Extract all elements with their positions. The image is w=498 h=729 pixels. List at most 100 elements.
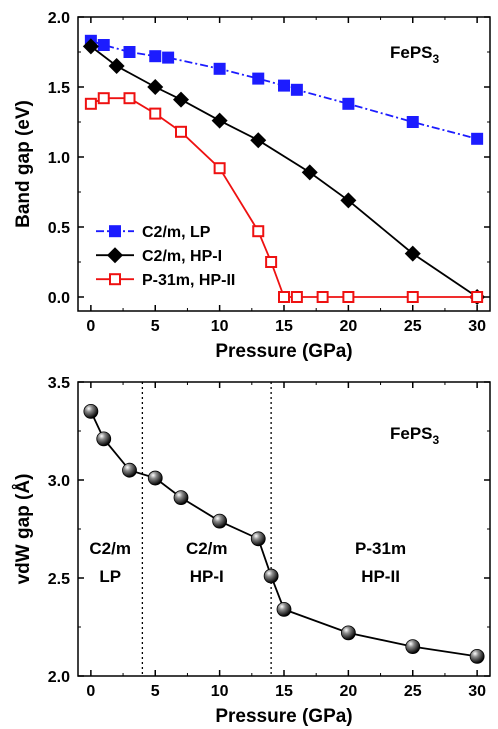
data-point [149,107,162,120]
data-point [278,79,290,92]
series [83,403,485,664]
series-line [90,97,478,298]
data-point [340,625,356,641]
data-point [162,51,175,64]
data-point [471,132,484,145]
x-axis-title: Pressure (GPa) [215,341,352,362]
data-point [175,125,187,138]
data-point [404,245,421,262]
data-point [123,92,136,105]
series [82,38,486,305]
x-tick-label: 25 [404,683,422,700]
y-tick-label: 0.0 [48,290,70,307]
compound-label: FePS3 [390,43,440,66]
data-point [405,639,421,654]
data-point [97,39,110,51]
x-tick-label: 30 [468,683,486,700]
data-point [147,470,163,486]
data-point [213,62,226,75]
data-point [316,291,329,303]
data-point [107,247,123,264]
data-point [149,50,162,63]
data-point [109,273,121,286]
data-point [173,91,189,108]
data-point [342,97,355,110]
y-tick-label: 1.5 [48,80,70,97]
series [84,34,484,145]
data-point [108,58,125,74]
y-tick-label: 0.5 [48,220,70,237]
data-point [278,291,290,303]
legend-label: P-31m, HP-II [142,272,235,289]
data-point [122,462,137,478]
data-point [123,46,136,58]
legend-item: P-31m, HP-II [96,272,235,289]
data-point [250,531,266,547]
vdw-gap-chart: 0 5 10 15 20 25 302.02.53.03.5 Pressure (GPa) … [13,375,491,727]
y-axis-title: vdW gap (Å) [13,474,34,585]
series-line [90,411,478,658]
y-tick-label: 3.5 [48,375,70,392]
data-point [265,256,278,268]
x-axis-title: Pressure (GPa) [215,706,352,727]
data-point [406,291,419,303]
compound-label: FePS3 [390,424,440,447]
y-tick-label: 2.0 [48,669,70,686]
data-point [252,225,265,238]
phase-label: HP-II [361,567,400,586]
series-line [90,45,478,298]
data-point [252,72,265,85]
x-tick-label: 15 [275,318,293,335]
data-point [84,97,97,110]
x-tick-label: 0 [86,318,95,335]
data-point [82,38,99,55]
data-point [342,291,355,303]
legend-label: C2/m, HP-I [142,248,222,265]
legend-label: C2/m, LP [142,224,211,241]
data-point [211,112,228,129]
x-tick-label: 10 [211,318,229,335]
data-point [96,431,112,447]
x-tick-label: 20 [339,318,357,335]
data-point [173,490,189,506]
data-point [276,601,292,617]
data-point [469,649,485,664]
data-point [213,162,226,175]
x-tick-label: 5 [151,683,160,700]
data-point [471,291,484,303]
legend-item: C2/m, HP-I [96,247,222,265]
legend: C2/m, LP C2/m, HP-I P-31m, HP-II [96,224,235,289]
phase-label: C2/m [186,539,228,558]
band-gap-chart: 0 5 10 15 20 25 30 0.0 0.5 1.0 1.5 2.0 Pressure (GP… [13,10,491,362]
y-tick-label: 3.0 [48,473,70,490]
y-tick-label: 2.0 [48,10,70,27]
x-tick-label: 5 [151,318,160,335]
data-point [340,192,357,209]
phase-label: HP-I [190,567,224,586]
phase-label: C2/m [89,539,131,558]
data-point [83,403,99,419]
x-tick-label: 0 [86,683,95,700]
data-point [290,291,303,303]
data-point [290,83,303,96]
data-point [97,92,110,105]
x-tick-label: 15 [275,683,293,700]
data-point [147,79,164,95]
x-tick-label: 25 [404,318,422,335]
series [84,92,484,303]
data-point [301,164,318,181]
phase-label: LP [99,567,121,586]
x-tick-label: 20 [339,683,357,700]
phase-label: P-31m [355,539,406,558]
data-point [406,116,419,128]
x-tick-label: 30 [468,318,486,335]
data-point [109,225,121,238]
data-point [212,513,228,529]
legend-item: C2/m, LP [96,224,211,241]
data-point [263,568,279,584]
data-point [250,132,267,149]
y-axis-title: Band gap (eV) [13,100,34,228]
y-tick-label: 1.0 [48,150,70,167]
y-tick-label: 2.5 [48,571,70,588]
